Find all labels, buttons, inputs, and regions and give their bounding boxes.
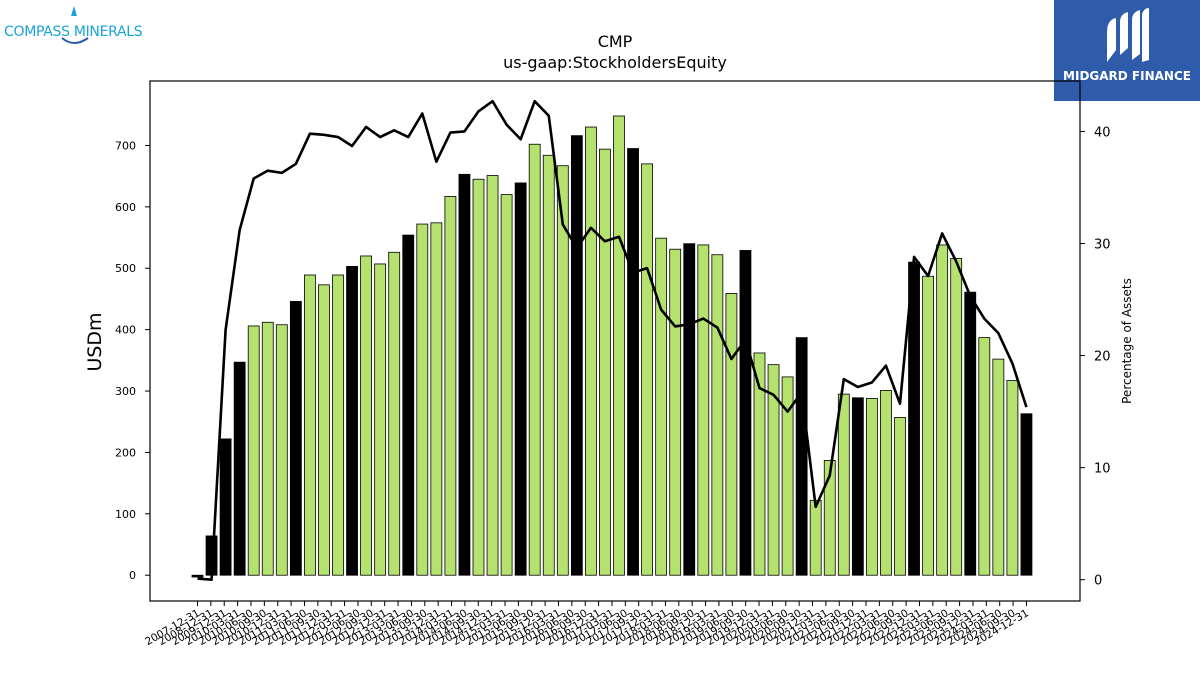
- percentage-of-assets-line: [197, 99, 1028, 582]
- bar-quarterly: [936, 244, 949, 576]
- bar-quarterly: [585, 126, 597, 576]
- bar-quarterly: [866, 397, 878, 576]
- bar-annual: [458, 173, 471, 576]
- midgard-m-icon: [1107, 8, 1149, 62]
- bar-quarterly: [444, 196, 457, 576]
- bar-quarterly: [880, 390, 892, 576]
- x-axis: 2007-12-312008-12-312009-12-312010-03-31…: [143, 601, 1031, 648]
- bar-quarterly: [388, 251, 401, 576]
- bar-annual: [964, 291, 977, 576]
- bar-annual: [514, 182, 527, 576]
- bar-annual: [795, 337, 808, 576]
- bar-quarterly: [655, 237, 668, 576]
- bar-quarterly: [472, 178, 485, 576]
- midgard-finance-logo: MIDGARD FINANCE: [1054, 0, 1200, 101]
- bar-quarterly: [809, 499, 822, 576]
- bar-series: [191, 115, 1033, 578]
- bar-quarterly: [542, 154, 555, 576]
- bar-quarterly: [781, 376, 794, 576]
- bar-quarterly: [247, 325, 260, 576]
- y-axis-right: 0 10 20 30 40: [1080, 125, 1111, 589]
- bar-quarterly: [275, 324, 288, 576]
- bar-quarterly: [360, 255, 373, 576]
- chart-subtitle: us-gaap:StockholdersEquity: [503, 53, 727, 72]
- bar-quarterly: [641, 163, 653, 576]
- y-axis-label: USDm: [84, 312, 106, 371]
- bar-quarterly: [613, 115, 625, 576]
- y2-tick-label: 10: [1094, 462, 1111, 477]
- bar-quarterly: [992, 358, 1005, 576]
- bar-annual: [570, 135, 583, 576]
- y2-tick-label: 30: [1094, 238, 1111, 253]
- bar-quarterly: [500, 194, 513, 576]
- bar-annual: [851, 397, 864, 576]
- bar-quarterly: [823, 460, 836, 576]
- bar-quarterly: [922, 275, 934, 576]
- bar-quarterly: [669, 248, 682, 576]
- bar-quarterly: [416, 223, 429, 576]
- bar-annual: [627, 148, 639, 576]
- plot-frame: [149, 80, 1081, 602]
- bar-quarterly: [261, 321, 274, 576]
- bar-quarterly: [332, 274, 344, 576]
- bar-annual: [1020, 413, 1033, 576]
- y-tick-label: 600: [115, 201, 136, 214]
- percentage-line-series: [197, 99, 1028, 582]
- bar-quarterly: [837, 393, 850, 576]
- y2-axis-label: Percentage of Assets: [1120, 278, 1134, 404]
- bar-quarterly: [894, 417, 906, 576]
- bar-annual: [739, 250, 752, 576]
- y-tick-label: 100: [115, 508, 136, 521]
- bar-annual: [219, 438, 232, 576]
- midgard-finance-logo-text: MIDGARD FINANCE: [1063, 69, 1191, 83]
- bar-quarterly: [767, 364, 780, 576]
- bar-annual: [683, 243, 696, 576]
- y-tick-label: 300: [115, 385, 136, 398]
- y-tick-label: 200: [115, 446, 136, 459]
- bar-quarterly: [978, 337, 991, 576]
- y-tick-label: 500: [115, 262, 136, 275]
- bar-quarterly: [556, 165, 569, 576]
- bar-quarterly: [374, 263, 387, 576]
- bar-quarterly: [711, 254, 724, 576]
- y-tick-label: 400: [115, 324, 136, 337]
- y-tick-label: 700: [115, 139, 136, 152]
- bar-annual: [191, 574, 204, 578]
- bar-annual: [346, 266, 358, 576]
- bar-quarterly: [725, 293, 738, 576]
- y2-tick-label: 40: [1094, 125, 1111, 140]
- bar-annual: [233, 361, 246, 576]
- y2-tick-label: 20: [1094, 350, 1111, 365]
- y-tick-label: 0: [129, 569, 136, 582]
- bar-annual: [402, 234, 415, 576]
- y-axis-left: 0 100 200 300 400 500 600 700: [115, 139, 150, 582]
- compass-minerals-logo: COMPASS MINERALS: [4, 4, 149, 54]
- bar-quarterly: [697, 244, 710, 576]
- bar-quarterly: [430, 222, 443, 576]
- bar-quarterly: [599, 148, 611, 576]
- bar-quarterly: [486, 175, 499, 576]
- bar-quarterly: [1006, 380, 1019, 576]
- y2-tick-label: 0: [1094, 574, 1102, 589]
- bar-quarterly: [318, 284, 330, 576]
- bar-quarterly: [528, 143, 541, 576]
- chart-title: CMP: [597, 32, 633, 51]
- bar-quarterly: [303, 274, 316, 576]
- bar-quarterly: [753, 352, 766, 576]
- compass-star-icon: [61, 6, 89, 44]
- compass-minerals-logo-text: COMPASS MINERALS: [4, 24, 143, 40]
- bar-annual: [289, 300, 302, 576]
- bar-quarterly: [950, 258, 963, 576]
